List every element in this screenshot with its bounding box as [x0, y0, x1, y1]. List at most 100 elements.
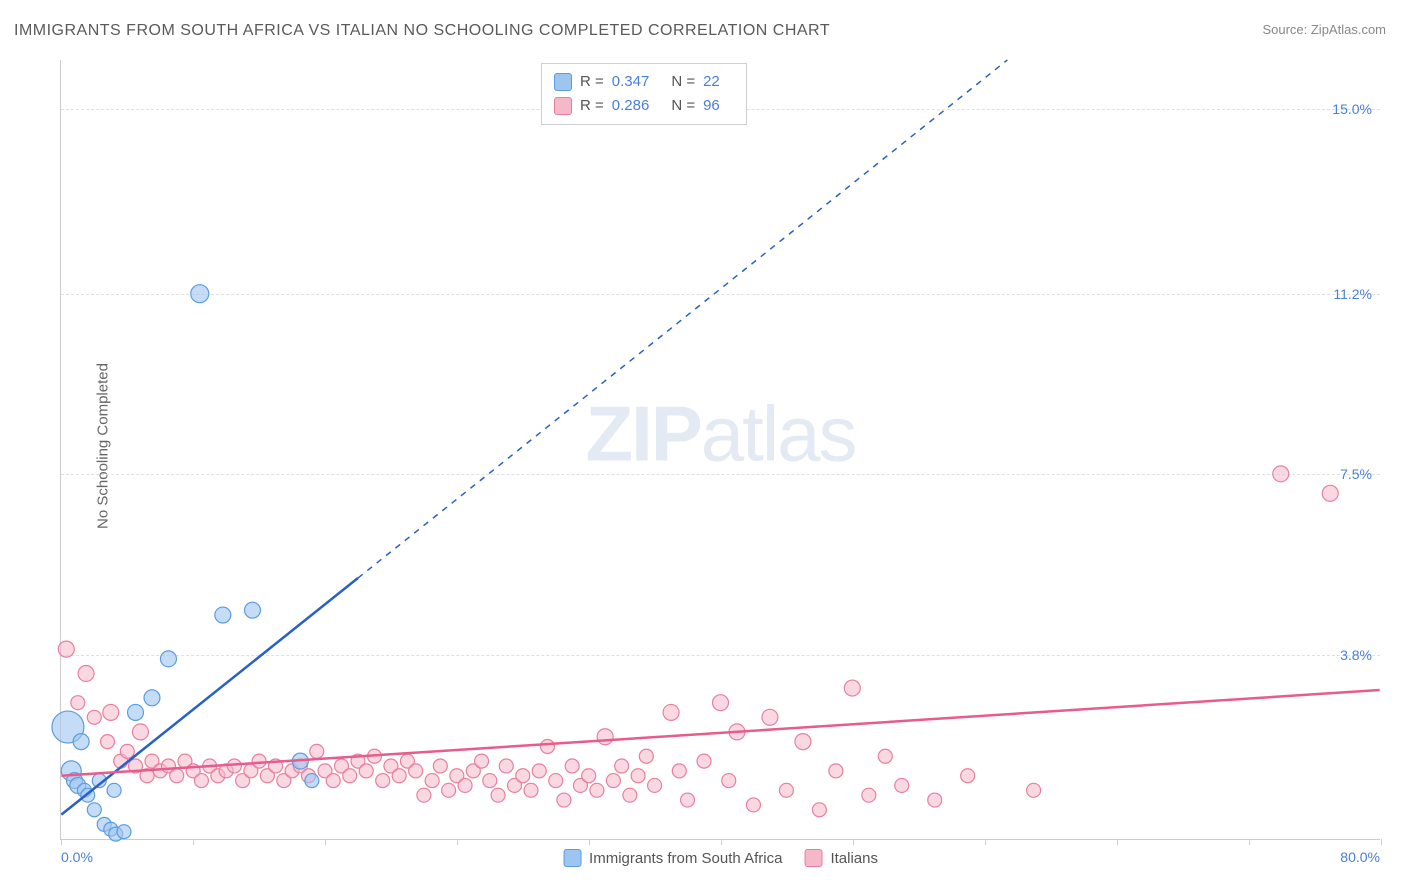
scatter-point [491, 788, 505, 802]
scatter-point [499, 759, 513, 773]
scatter-point [120, 744, 134, 758]
y-tick-label: 15.0% [1332, 101, 1372, 117]
scatter-point [245, 602, 261, 618]
scatter-point [672, 764, 686, 778]
stat-n-val-1: 96 [703, 94, 720, 118]
scatter-point [305, 774, 319, 788]
scatter-point [144, 690, 160, 706]
scatter-point [557, 793, 571, 807]
y-tick-label: 3.8% [1340, 647, 1372, 663]
chart-title: IMMIGRANTS FROM SOUTH AFRICA VS ITALIAN … [14, 22, 830, 40]
scatter-point [639, 749, 653, 763]
scatter-point [215, 607, 231, 623]
legend-item-0: Immigrants from South Africa [563, 849, 782, 867]
scatter-point [107, 783, 121, 797]
scatter-point [442, 783, 456, 797]
scatter-point [392, 769, 406, 783]
scatter-point [310, 744, 324, 758]
scatter-point [524, 783, 538, 797]
x-max-label: 80.0% [1340, 849, 1380, 865]
scatter-point [648, 778, 662, 792]
scatter-point [795, 734, 811, 750]
scatter-point [417, 788, 431, 802]
x-tick [193, 839, 194, 845]
scatter-point [565, 759, 579, 773]
scatter-point [615, 759, 629, 773]
x-min-label: 0.0% [61, 849, 93, 865]
scatter-point [343, 769, 357, 783]
scatter-point [132, 724, 148, 740]
x-tick [61, 839, 62, 845]
legend-swatch-1 [554, 97, 572, 115]
scatter-point [409, 764, 423, 778]
scatter-point [458, 778, 472, 792]
scatter-point [191, 285, 209, 303]
scatter-point [895, 778, 909, 792]
x-tick [325, 839, 326, 845]
plot-svg [61, 60, 1380, 839]
scatter-point [58, 641, 74, 657]
scatter-point [359, 764, 373, 778]
scatter-point [252, 754, 266, 768]
x-tick [721, 839, 722, 845]
source-label: Source: ZipAtlas.com [1262, 22, 1386, 37]
legend-bottom-label-0: Immigrants from South Africa [589, 850, 782, 867]
scatter-point [631, 769, 645, 783]
legend-swatch-0 [554, 73, 572, 91]
stat-n-label: N = [671, 94, 695, 118]
scatter-point [961, 769, 975, 783]
scatter-point [623, 788, 637, 802]
scatter-point [87, 803, 101, 817]
scatter-point [844, 680, 860, 696]
stat-n-label: N = [671, 70, 695, 94]
scatter-point [722, 774, 736, 788]
y-tick-label: 7.5% [1340, 466, 1372, 482]
x-tick [457, 839, 458, 845]
scatter-point [590, 783, 604, 797]
scatter-point [1027, 783, 1041, 797]
scatter-point [746, 798, 760, 812]
legend-bottom: Immigrants from South Africa Italians [563, 849, 878, 867]
scatter-point [483, 774, 497, 788]
scatter-point [326, 774, 340, 788]
x-tick [1249, 839, 1250, 845]
scatter-point [516, 769, 530, 783]
scatter-point [117, 825, 131, 839]
legend-stats: R = 0.347 N = 22 R = 0.286 N = 96 [541, 63, 747, 125]
scatter-point [582, 769, 596, 783]
scatter-point [78, 665, 94, 681]
x-tick [1381, 839, 1382, 845]
legend-stats-row-0: R = 0.347 N = 22 [554, 70, 734, 94]
scatter-point [128, 704, 144, 720]
scatter-point [540, 740, 554, 754]
stat-r-val-1: 0.286 [612, 94, 650, 118]
stat-r-label: R = [580, 70, 604, 94]
scatter-point [71, 696, 85, 710]
x-tick [985, 839, 986, 845]
legend-bottom-swatch-0 [563, 849, 581, 867]
y-tick-label: 11.2% [1333, 286, 1372, 302]
scatter-point [862, 788, 876, 802]
legend-item-1: Italians [804, 849, 878, 867]
legend-stats-row-1: R = 0.286 N = 96 [554, 94, 734, 118]
x-tick [1117, 839, 1118, 845]
scatter-point [100, 735, 114, 749]
scatter-point [425, 774, 439, 788]
scatter-point [681, 793, 695, 807]
scatter-point [663, 704, 679, 720]
scatter-point [376, 774, 390, 788]
trend-line-dashed [358, 60, 1007, 578]
scatter-point [1322, 485, 1338, 501]
scatter-point [597, 729, 613, 745]
scatter-point [475, 754, 489, 768]
scatter-point [103, 704, 119, 720]
scatter-point [606, 774, 620, 788]
x-tick [853, 839, 854, 845]
legend-bottom-swatch-1 [804, 849, 822, 867]
scatter-point [812, 803, 826, 817]
legend-bottom-label-1: Italians [830, 850, 878, 867]
scatter-point [532, 764, 546, 778]
scatter-point [928, 793, 942, 807]
scatter-point [170, 769, 184, 783]
x-tick [589, 839, 590, 845]
